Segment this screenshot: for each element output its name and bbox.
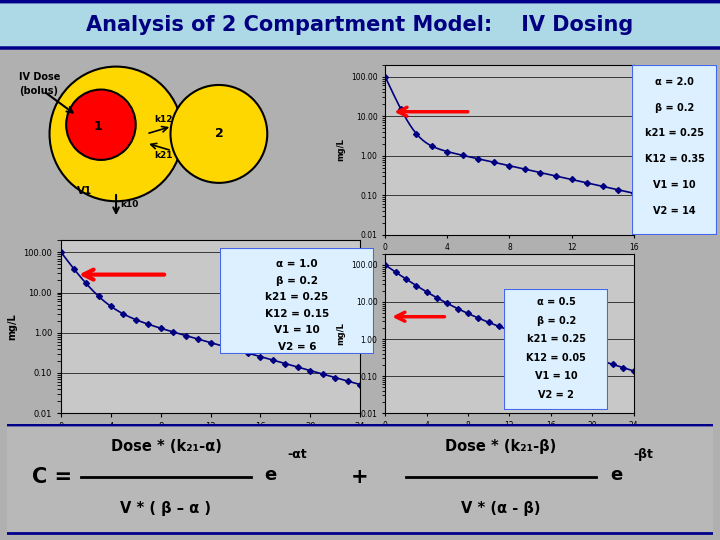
FancyBboxPatch shape xyxy=(0,2,720,48)
Text: α = 1.0: α = 1.0 xyxy=(276,259,318,269)
Text: β = 0.2: β = 0.2 xyxy=(655,103,694,112)
Text: 2: 2 xyxy=(215,127,223,140)
Text: V2 = 14: V2 = 14 xyxy=(653,206,696,216)
Text: C =: C = xyxy=(32,467,72,487)
Text: β = 0.2: β = 0.2 xyxy=(276,275,318,286)
FancyBboxPatch shape xyxy=(0,425,720,534)
Text: V1: V1 xyxy=(77,186,92,195)
Text: Dose * (k₂₁-β): Dose * (k₂₁-β) xyxy=(446,438,557,454)
Text: IV Dose: IV Dose xyxy=(19,72,60,83)
Text: (bolus): (bolus) xyxy=(19,86,58,96)
Y-axis label: mg/L: mg/L xyxy=(336,322,346,345)
X-axis label: Hours: Hours xyxy=(194,437,227,447)
Text: e: e xyxy=(611,466,623,484)
Text: K12 = 0.05: K12 = 0.05 xyxy=(526,353,586,363)
Text: +: + xyxy=(351,467,369,487)
Text: V2 = 2: V2 = 2 xyxy=(539,390,574,400)
Y-axis label: mg/L: mg/L xyxy=(8,313,18,340)
Text: V * ( β – α ): V * ( β – α ) xyxy=(120,501,212,516)
Text: k21: k21 xyxy=(154,151,172,160)
X-axis label: Hours: Hours xyxy=(495,435,523,444)
Text: k21 = 0.25: k21 = 0.25 xyxy=(527,334,585,345)
Text: β = 0.2: β = 0.2 xyxy=(536,316,576,326)
Text: 1: 1 xyxy=(94,120,102,133)
Text: α = 0.5: α = 0.5 xyxy=(537,298,575,307)
Text: k10: k10 xyxy=(121,200,139,210)
Circle shape xyxy=(50,66,183,201)
Text: K12 = 0.15: K12 = 0.15 xyxy=(265,309,329,319)
Text: V1 = 10: V1 = 10 xyxy=(274,326,320,335)
Text: Dose * (k₂₁-α): Dose * (k₂₁-α) xyxy=(111,438,221,454)
Text: k21 = 0.25: k21 = 0.25 xyxy=(266,292,328,302)
Text: k12: k12 xyxy=(154,114,172,124)
Text: V2 = 6: V2 = 6 xyxy=(278,342,316,352)
Circle shape xyxy=(171,85,267,183)
Circle shape xyxy=(66,90,136,160)
Text: α = 2.0: α = 2.0 xyxy=(655,77,694,87)
FancyBboxPatch shape xyxy=(220,248,374,354)
Y-axis label: mg/L: mg/L xyxy=(336,138,346,161)
FancyBboxPatch shape xyxy=(504,289,608,410)
Text: V1 = 10: V1 = 10 xyxy=(535,372,577,381)
Text: k21 = 0.25: k21 = 0.25 xyxy=(645,129,704,138)
Text: V * (α - β): V * (α - β) xyxy=(462,501,541,516)
Text: K12 = 0.35: K12 = 0.35 xyxy=(644,154,705,164)
Text: V1 = 10: V1 = 10 xyxy=(653,180,696,190)
Text: -βt: -βt xyxy=(633,448,653,461)
Text: Analysis of 2 Compartment Model:    IV Dosing: Analysis of 2 Compartment Model: IV Dosi… xyxy=(86,15,634,35)
FancyBboxPatch shape xyxy=(632,65,717,235)
Text: e: e xyxy=(265,466,277,484)
Text: -αt: -αt xyxy=(287,448,307,461)
